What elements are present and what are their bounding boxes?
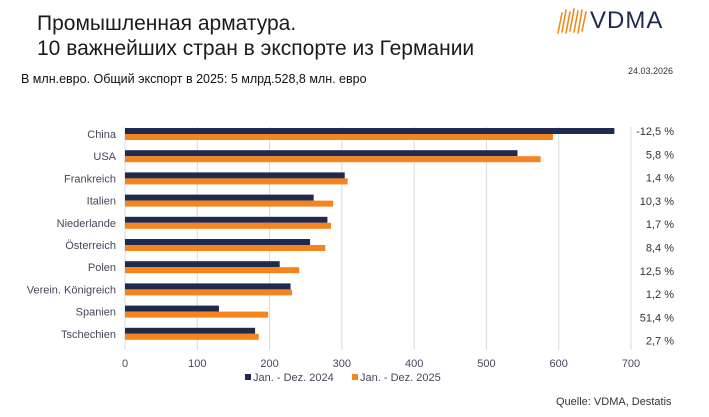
change-label: -12,5 %: [636, 126, 674, 138]
category-label: China: [87, 129, 117, 141]
bar-2024: [125, 239, 311, 245]
change-label: 8,4 %: [646, 243, 674, 255]
x-tick-label: 400: [405, 358, 423, 370]
category-label: Polen: [88, 262, 116, 274]
category-label: Tschechien: [61, 329, 116, 341]
vdma-logo-mark-icon: [557, 8, 587, 34]
x-tick-label: 0: [122, 358, 128, 370]
bar-2025: [125, 222, 332, 229]
grid-lines: [124, 127, 632, 350]
bar-2025: [125, 156, 541, 163]
bar-2025: [125, 289, 292, 296]
category-labels: China USA Frankreich Italien Niederlande Öste…: [27, 129, 117, 341]
x-tick-label: 300: [333, 358, 351, 370]
bar-2025: [125, 333, 259, 340]
bar-2024: [125, 128, 615, 134]
category-label: Italien: [87, 196, 116, 208]
change-label: 1,2 %: [646, 289, 674, 301]
category-label: Verein. Königreich: [27, 284, 116, 296]
change-label: 1,4 %: [646, 173, 674, 185]
x-tick-label: 100: [188, 358, 206, 370]
x-tick-labels: 0 100 200 300 400 500 600 700: [122, 358, 640, 370]
change-label: 1,7 %: [646, 219, 674, 231]
change-label: 51,4 %: [640, 312, 674, 324]
bar-2024: [125, 172, 345, 179]
chart-subtitle: В млн.евро. Общий экспорт в 2025: 5 млрд…: [21, 72, 367, 86]
legend-item-2024-swatch: [245, 374, 251, 380]
publication-date: 24.03.2026: [628, 66, 674, 76]
change-label: 10,3 %: [640, 196, 674, 208]
x-tick-label: 600: [550, 358, 568, 370]
legend-item-2025-swatch: [352, 374, 358, 380]
title-line-2: 10 важнейших стран в экспорте из Германи…: [37, 37, 475, 60]
category-label: Österreich: [65, 240, 116, 252]
bar-2025: [125, 245, 326, 251]
title-line-1: Промышленная арматура.: [37, 12, 297, 35]
legend-item-2024-label: Jan. - Dez. 2024: [253, 372, 334, 384]
bar-2024: [125, 327, 256, 334]
chart-title: Промышленная арматура. 10 важнейших стра…: [37, 11, 474, 61]
bar-2024: [125, 150, 518, 157]
bar-2024: [125, 283, 291, 290]
category-label: USA: [93, 151, 116, 163]
source-note: Quelle: VDMA, Destatis: [556, 396, 672, 408]
category-label: Frankreich: [64, 173, 116, 185]
change-label: 2,7 %: [646, 336, 674, 348]
change-labels: -12,5 % 5,8 % 1,4 % 10,3 % 1,7 % 8,4 % 12,5 % 1…: [636, 126, 674, 348]
bar-2025: [125, 134, 553, 140]
bars: [125, 128, 615, 340]
x-tick-label: 200: [260, 358, 278, 370]
vdma-logo: VDMA: [550, 5, 690, 37]
category-label: Spanien: [76, 307, 116, 319]
bar-2025: [125, 200, 334, 207]
bar-2025: [125, 267, 300, 274]
bar-2024: [125, 194, 314, 201]
bar-2024: [125, 216, 328, 223]
bar-2025: [125, 178, 348, 185]
x-tick-label: 500: [477, 358, 495, 370]
change-label: 12,5 %: [640, 266, 674, 278]
bar-2024: [125, 305, 219, 312]
legend-item-2025-label: Jan. - Dez. 2025: [360, 372, 441, 384]
category-label: Niederlande: [57, 218, 116, 230]
change-label: 5,8 %: [646, 149, 674, 161]
bar-2025: [125, 311, 269, 318]
legend: Jan. - Dez. 2024 Jan. - Dez. 2025: [245, 372, 441, 384]
bar-2024: [125, 261, 280, 268]
vdma-logo-text: VDMA: [590, 7, 664, 34]
x-tick-label: 700: [622, 358, 640, 370]
